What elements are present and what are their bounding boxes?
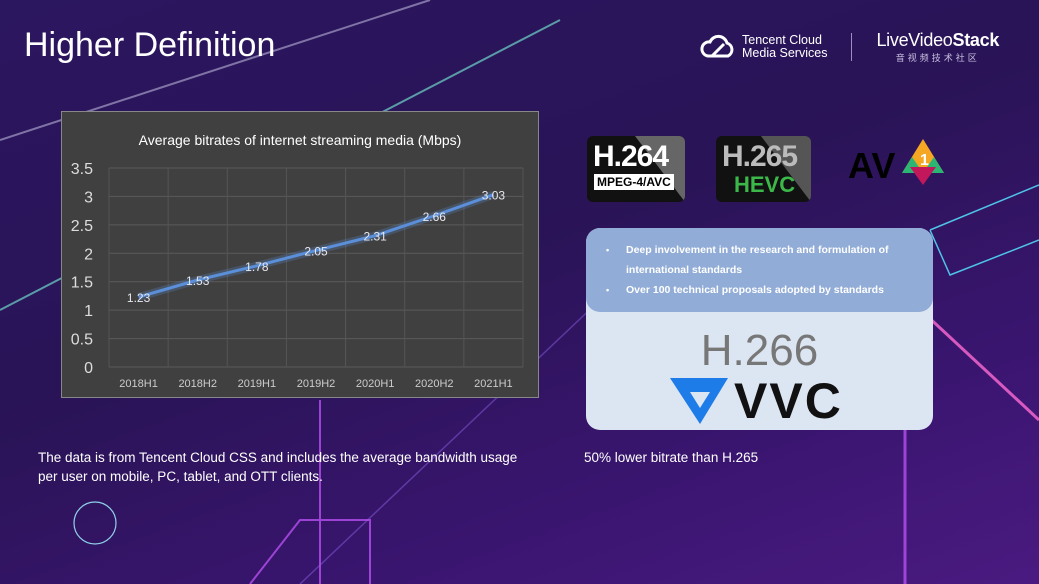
- data-label: 2.31: [363, 230, 387, 244]
- y-tick-label: 3.5: [71, 161, 93, 178]
- header-logos: Tencent Cloud Media Services LiveVideoSt…: [700, 30, 999, 64]
- bitrate-chart: Average bitrates of internet streaming m…: [61, 111, 539, 398]
- svg-text:1: 1: [920, 152, 929, 169]
- bullet-item: Deep involvement in the research and for…: [606, 240, 933, 280]
- logo-divider: [851, 33, 853, 61]
- y-tick-label: 0.5: [71, 332, 93, 349]
- h265-logo: H.265 HEVC: [716, 136, 811, 202]
- y-tick-label: 1: [84, 303, 93, 320]
- data-label: 3.03: [482, 189, 506, 203]
- chart-caption: The data is from Tencent Cloud CSS and i…: [38, 450, 518, 484]
- chart-title: Average bitrates of internet streaming m…: [138, 132, 462, 148]
- x-tick-label: 2020H2: [415, 378, 454, 390]
- data-label: 1.53: [186, 274, 210, 288]
- y-tick-label: 2: [84, 246, 93, 263]
- data-label: 2.66: [423, 210, 447, 224]
- data-label: 1.78: [245, 260, 269, 274]
- y-tick-label: 0: [84, 360, 93, 377]
- slide-title: Higher Definition: [24, 26, 276, 64]
- y-tick-label: 1.5: [71, 275, 93, 292]
- series-line: [138, 193, 494, 299]
- vvc-logo: VVC: [670, 372, 843, 430]
- x-tick-label: 2018H1: [119, 378, 158, 390]
- av1-triangle-icon: 1: [902, 139, 944, 185]
- x-tick-label: 2020H1: [356, 378, 395, 390]
- h264-logo: H.264 MPEG-4/AVC: [587, 136, 685, 202]
- x-tick-label: 2021H1: [474, 378, 513, 390]
- y-tick-label: 2.5: [71, 218, 93, 235]
- data-label: 2.05: [304, 244, 328, 258]
- av1-logo: AV 1: [848, 139, 944, 187]
- bullet-item: Over 100 technical proposals adopted by …: [606, 280, 933, 300]
- vvc-caption: 50% lower bitrate than H.265: [584, 450, 759, 465]
- data-label: 1.23: [127, 291, 151, 305]
- y-tick-label: 3: [84, 189, 93, 206]
- vvc-chevron-icon: [670, 378, 728, 424]
- chart-plot: 0 0.5 1 1.5 2 2.5 3 3.5 2018H1 2018H2 2019H1 2019H2…: [71, 161, 524, 390]
- tencent-cloud-logo-icon: [700, 34, 734, 58]
- h266-label: H.266: [700, 326, 819, 375]
- vvc-card: Deep involvement in the research and for…: [586, 228, 933, 430]
- tencent-cloud-wordmark: Tencent Cloud Media Services: [742, 33, 828, 60]
- vvc-highlights: Deep involvement in the research and for…: [586, 228, 933, 312]
- livevideostack-logo: LiveVideoStack 音视频技术社区: [876, 30, 1000, 63]
- x-tick-label: 2019H1: [238, 378, 277, 390]
- x-tick-label: 2018H2: [178, 378, 217, 390]
- x-tick-label: 2019H2: [297, 378, 336, 390]
